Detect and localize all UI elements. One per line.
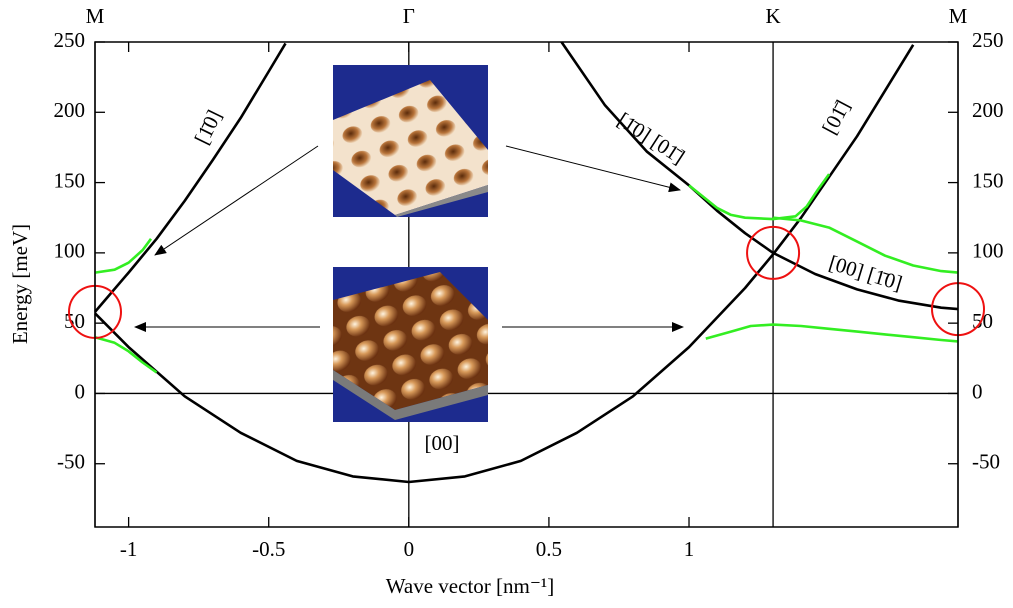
band-curve (95, 43, 286, 312)
page: -50-50005050100100150150200200250250-1-0… (0, 0, 1013, 608)
y-tick-label: 0 (75, 379, 86, 403)
symmetry-label: Γ (403, 4, 415, 28)
x-tick-label: -1 (120, 537, 138, 561)
x-tick-label: 0.5 (536, 537, 562, 561)
y-axis-label: Energy [meV] (8, 224, 32, 344)
band-curve (689, 174, 829, 219)
y-tick-label-right: 0 (972, 379, 983, 403)
x-tick-label: 0 (404, 537, 415, 561)
band-label: [1̄0] (190, 106, 227, 148)
x-tick-label: 1 (684, 537, 695, 561)
y-tick-label-right: 250 (972, 28, 1004, 52)
inset-dimples (333, 65, 488, 217)
band-label: [01̄] (817, 96, 855, 138)
y-tick-label: 200 (54, 98, 86, 122)
y-tick-label-right: 100 (972, 239, 1004, 263)
symmetry-label: M (86, 4, 105, 28)
y-tick-label-right: 200 (972, 98, 1004, 122)
y-tick-label: 100 (54, 239, 86, 263)
x-axis-label: Wave vector [nm⁻¹] (386, 574, 554, 598)
inset-peaks (333, 267, 488, 422)
band-curve (95, 45, 913, 482)
band-label: [00] (425, 431, 460, 455)
band-curve (706, 325, 958, 342)
symmetry-label: K (765, 4, 780, 28)
symmetry-label: M (949, 4, 968, 28)
y-tick-label-right: 150 (972, 168, 1004, 192)
y-tick-label-right: -50 (972, 450, 1000, 474)
band-label: [1̄0] [01̄] (613, 108, 689, 169)
y-tick-label: -50 (57, 450, 85, 474)
y-tick-label: 150 (54, 168, 86, 192)
y-tick-label: 250 (54, 28, 86, 52)
chart: -50-50005050100100150150200200250250-1-0… (0, 0, 1013, 608)
x-tick-label: -0.5 (252, 537, 285, 561)
